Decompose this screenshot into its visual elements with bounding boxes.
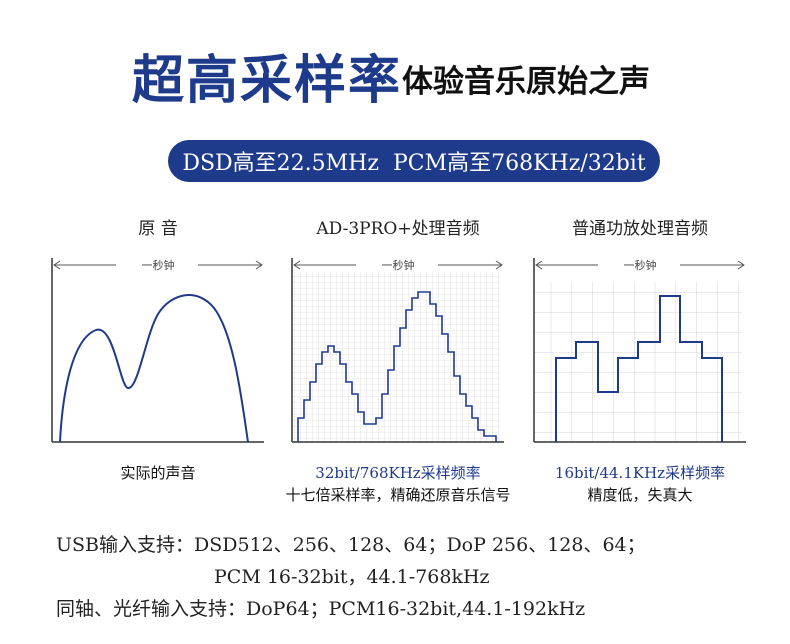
sampled-wave-fine [297, 291, 497, 442]
panel-ad3pro-caption-rate: 32bit/768KHz采样频率 [315, 464, 481, 482]
coarse-grid [534, 282, 742, 442]
sample-rate-badge: DSD高至22.5MHz PCM高至768KHz/32bit [168, 140, 660, 182]
arrow-head-right [737, 260, 745, 270]
time-label: 一秒钟 [624, 258, 657, 272]
panel-ordinary-caption-desc: 精度低，失真大 [587, 486, 693, 504]
arrow-head-left [53, 260, 61, 270]
page-subtitle: 体验音乐原始之声 [402, 64, 650, 100]
panel-ad3pro-caption-desc: 十七倍采样率，精确还原音乐信号 [285, 486, 511, 504]
arrow-head-right [495, 260, 503, 270]
usb-spec-line2: PCM 16-32bit，44.1-768kHz [214, 566, 490, 588]
panel-ordinary-caption-rate: 16bit/44.1KHz采样频率 [554, 464, 726, 482]
panel-original-caption: 实际的声音 [120, 464, 196, 482]
pcm-rate-text: PCM高至768KHz/32bit [392, 151, 646, 176]
panel-ordinary-title: 普通功放处理音频 [572, 219, 708, 239]
sampled-wave-coarse [555, 295, 723, 442]
time-label: 一秒钟 [142, 258, 175, 272]
analog-wave [59, 294, 249, 443]
dsd-rate-text: DSD高至22.5MHz [182, 151, 379, 176]
arrow-head-left [535, 260, 543, 270]
usb-spec-line1: USB输入支持：DSD512、256、128、64；DoP 256、128、64… [56, 534, 646, 556]
time-label: 一秒钟 [382, 258, 415, 272]
arrow-head-right [255, 260, 263, 270]
panel-original-title: 原 音 [138, 219, 178, 239]
panel-ad3pro-title: AD-3PRO+处理音频 [316, 219, 480, 239]
panel-ordinary-waveform: 一秒钟 [533, 258, 746, 443]
page-title: 超高采样率 [132, 50, 403, 111]
coax-optical-spec: 同轴、光纤输入支持：DoP64；PCM16-32bit,44.1-192kHz [56, 598, 586, 620]
panel-original-waveform: 一秒钟 [51, 258, 264, 443]
arrow-head-left [293, 260, 301, 270]
fine-grid [292, 272, 500, 442]
panel-ad3pro-waveform: 一秒钟 [291, 258, 504, 443]
